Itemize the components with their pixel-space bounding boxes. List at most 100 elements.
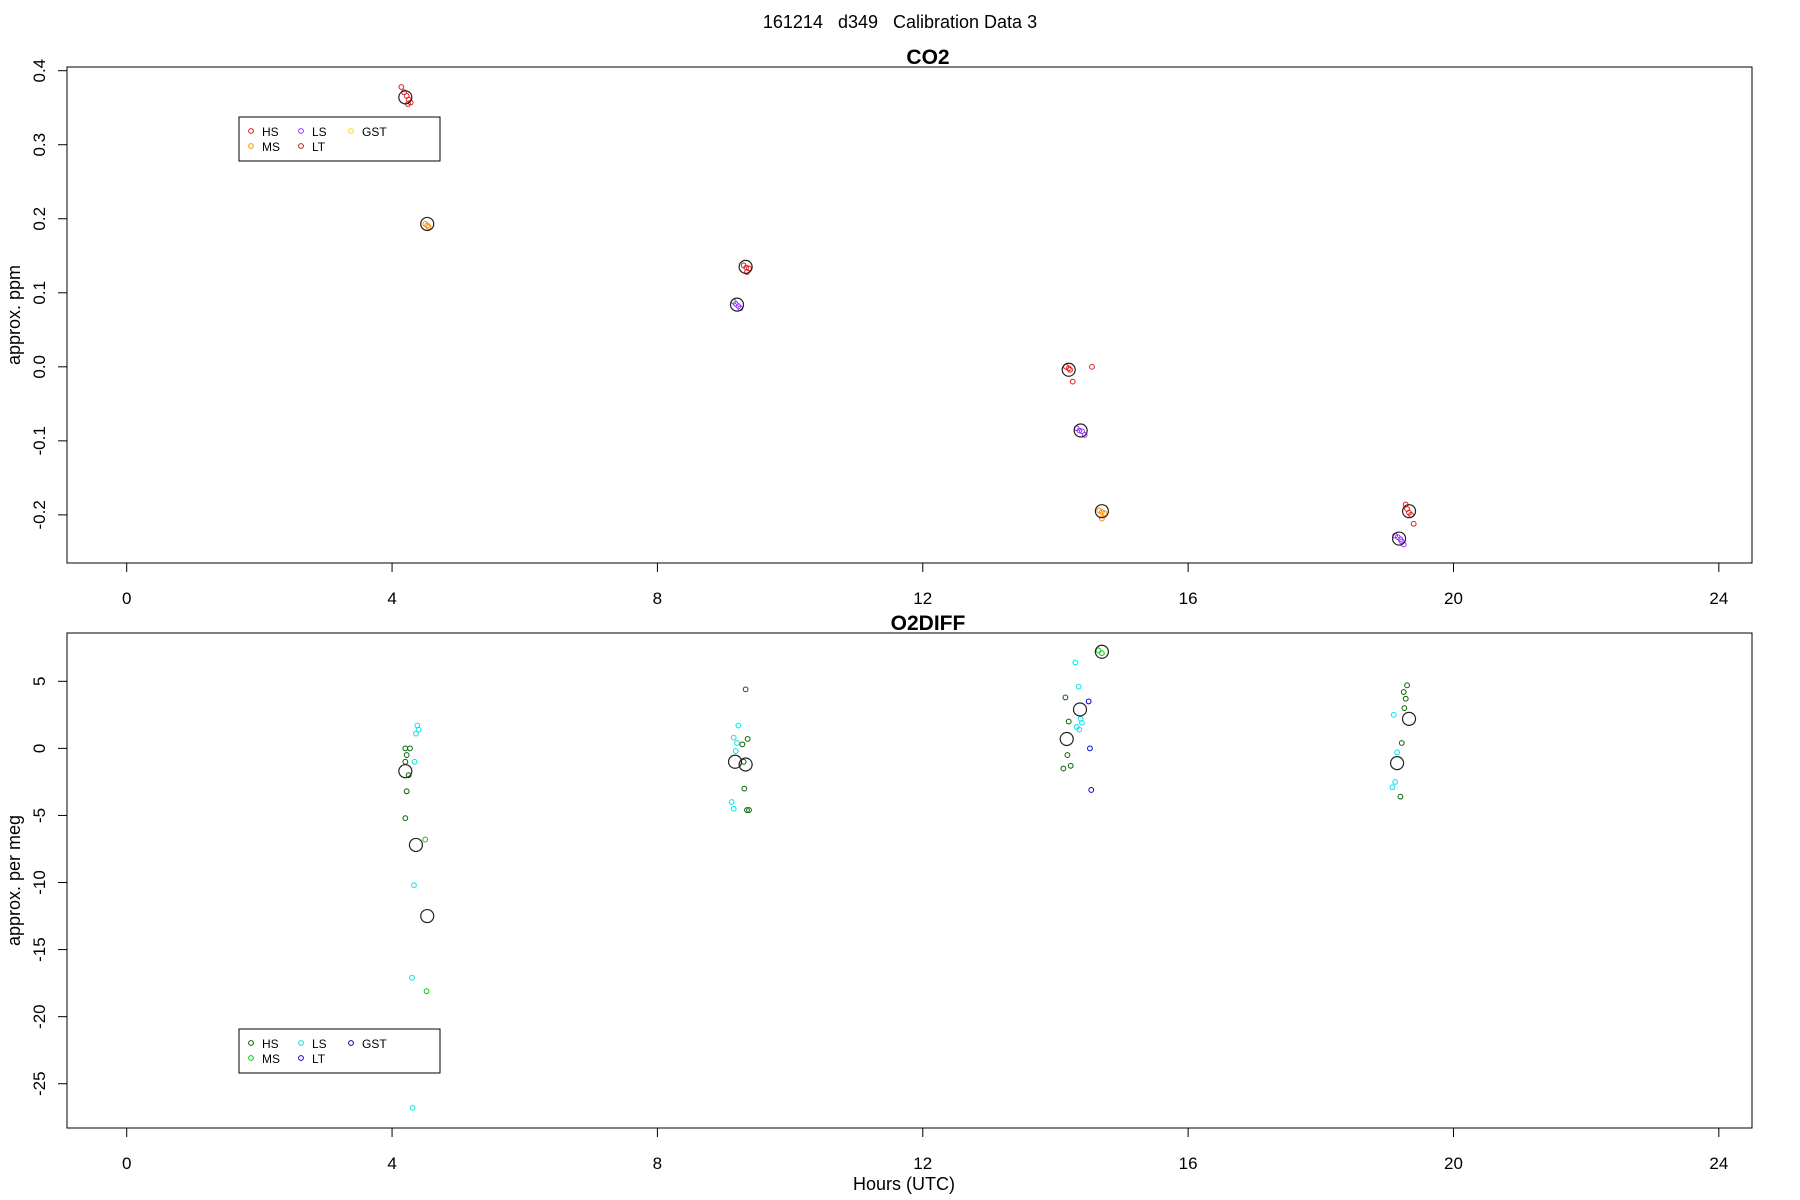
legend-marker — [298, 1040, 304, 1046]
co2-panel: CO2 approx. ppm -0.2 -0.1 0.0 0.1 0.2 0.3 0.4 0 4 8… — [4, 46, 1753, 608]
legend-marker — [348, 128, 354, 134]
y-axis: -0.2 -0.1 0.0 0.1 0.2 0.3 0.4 — [30, 59, 67, 530]
mean-point — [1391, 531, 1407, 546]
x-tick-label: 4 — [387, 589, 396, 608]
figure-title: 161214 d349 Calibration Data 3 — [763, 12, 1037, 32]
y-axis-label: approx. ppm — [4, 265, 24, 365]
data-point — [402, 758, 409, 765]
y-axis: -25 -20 -15 -10 -5 0 5 — [30, 677, 67, 1096]
data-point — [1085, 698, 1092, 705]
legend-marker — [298, 143, 304, 149]
x-tick-label: 4 — [387, 1154, 396, 1173]
series-hs — [402, 682, 1410, 822]
data-point — [1069, 378, 1076, 385]
data-point — [1067, 762, 1074, 769]
series-hs — [398, 84, 1417, 527]
x-axis: 0 4 8 12 16 20 24 — [122, 1127, 1728, 1173]
x-tick-label: 16 — [1179, 1154, 1198, 1173]
data-point — [1089, 363, 1095, 370]
data-point — [425, 224, 432, 230]
data-point — [1065, 365, 1072, 372]
data-point — [1404, 682, 1410, 689]
x-tick-label: 20 — [1444, 1154, 1463, 1173]
data-point — [424, 222, 431, 229]
data-point — [1389, 784, 1396, 791]
data-point — [1101, 510, 1108, 517]
legend-label: LT — [312, 1052, 326, 1066]
mean-point — [729, 297, 745, 312]
data-point — [411, 758, 418, 765]
data-point — [730, 805, 737, 812]
legend-label: LS — [312, 125, 327, 139]
x-tick-label: 20 — [1444, 589, 1463, 608]
data-point — [1098, 515, 1105, 522]
data-point — [1062, 694, 1069, 701]
y-tick-label: -5 — [30, 808, 49, 823]
series-ms — [422, 221, 1108, 522]
data-point — [1397, 793, 1404, 800]
data-point — [422, 836, 429, 843]
data-point — [1075, 683, 1082, 690]
legend-marker — [298, 1055, 304, 1061]
data-point — [1064, 752, 1071, 758]
data-point — [1098, 650, 1105, 657]
y-tick-label: -0.1 — [30, 426, 49, 455]
data-point — [732, 748, 739, 754]
data-point — [1392, 779, 1398, 785]
mean-point — [1061, 362, 1076, 377]
series-lt — [1085, 698, 1095, 793]
data-point — [1081, 432, 1088, 438]
mean-point — [738, 259, 753, 274]
legend-marker — [248, 1040, 254, 1046]
mean-point — [398, 764, 413, 779]
legend-marker — [248, 128, 254, 134]
data-point — [734, 740, 740, 746]
mean-point — [1094, 644, 1109, 659]
mean-point — [1059, 731, 1074, 747]
mean-markers — [398, 644, 1417, 924]
panel-title: CO2 — [906, 46, 949, 69]
data-point — [411, 882, 417, 889]
data-point — [735, 722, 742, 729]
legend-label: GST — [362, 1037, 387, 1051]
mean-point — [408, 837, 424, 853]
data-point — [746, 807, 752, 813]
y-tick-label: 0.2 — [30, 207, 49, 231]
data-point — [1065, 718, 1072, 725]
mean-point — [1094, 504, 1109, 519]
data-point — [741, 785, 748, 792]
data-point — [1402, 695, 1409, 702]
data-point — [1060, 765, 1067, 772]
y-tick-label: 0.3 — [30, 133, 49, 157]
data-point — [398, 84, 405, 90]
mean-point — [420, 908, 435, 924]
x-axis-label: Hours (UTC) — [853, 1174, 955, 1194]
data-point — [1087, 745, 1093, 752]
o2diff-panel: O2DIFF approx. per meg -25 -20 -15 -10 -5 0 5 0 4 8… — [4, 612, 1753, 1173]
data-point — [1076, 427, 1083, 434]
data-point — [742, 686, 749, 693]
x-tick-label: 0 — [122, 1154, 131, 1173]
y-tick-label: -15 — [30, 937, 49, 962]
data-point — [1072, 659, 1079, 666]
y-tick-label: 0.0 — [30, 355, 49, 379]
mean-point — [727, 754, 743, 769]
y-axis-label: approx. per meg — [4, 815, 24, 946]
y-tick-label: -20 — [30, 1004, 49, 1029]
mean-point — [1389, 756, 1405, 771]
mean-point — [398, 90, 413, 105]
data-point — [1401, 705, 1408, 712]
data-point — [1088, 787, 1095, 793]
data-point — [1390, 711, 1397, 718]
data-point — [1410, 520, 1417, 527]
x-axis: 0 4 8 12 16 20 24 — [122, 562, 1728, 608]
series-ls — [409, 659, 1400, 1111]
data-point — [402, 745, 409, 752]
x-tick-label: 24 — [1709, 589, 1728, 608]
data-point — [409, 974, 415, 981]
legend-marker — [348, 1040, 354, 1046]
data-point — [744, 807, 750, 813]
x-tick-label: 0 — [122, 589, 131, 608]
